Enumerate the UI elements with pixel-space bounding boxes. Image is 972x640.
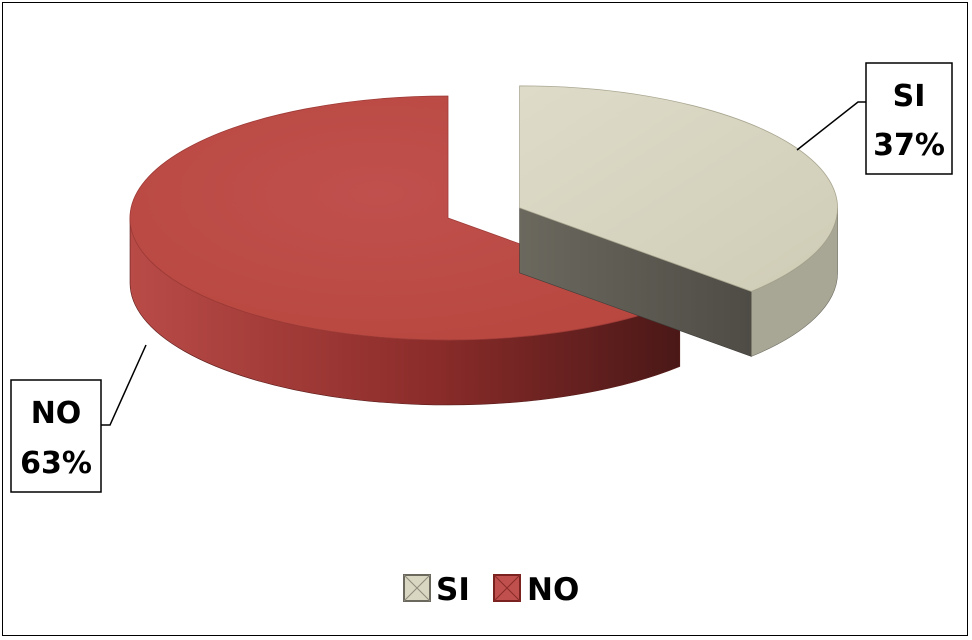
no-label-name: NO (31, 396, 82, 431)
legend-label-no: NO (527, 572, 579, 608)
legend-item-si: SI (403, 572, 470, 608)
no-leader-line (100, 344, 147, 426)
legend-label-si: SI (436, 572, 470, 608)
legend-item-no: NO (493, 572, 579, 608)
slice-si (519, 85, 838, 292)
si-leader-line (796, 101, 866, 151)
no-data-label: NO 63% (10, 379, 102, 493)
si-data-label: SI 37% (865, 62, 953, 175)
si-label-value: 37% (873, 128, 945, 163)
no-label-value: 63% (20, 446, 92, 481)
legend: SI NO (403, 572, 579, 608)
si-label-name: SI (893, 79, 926, 114)
